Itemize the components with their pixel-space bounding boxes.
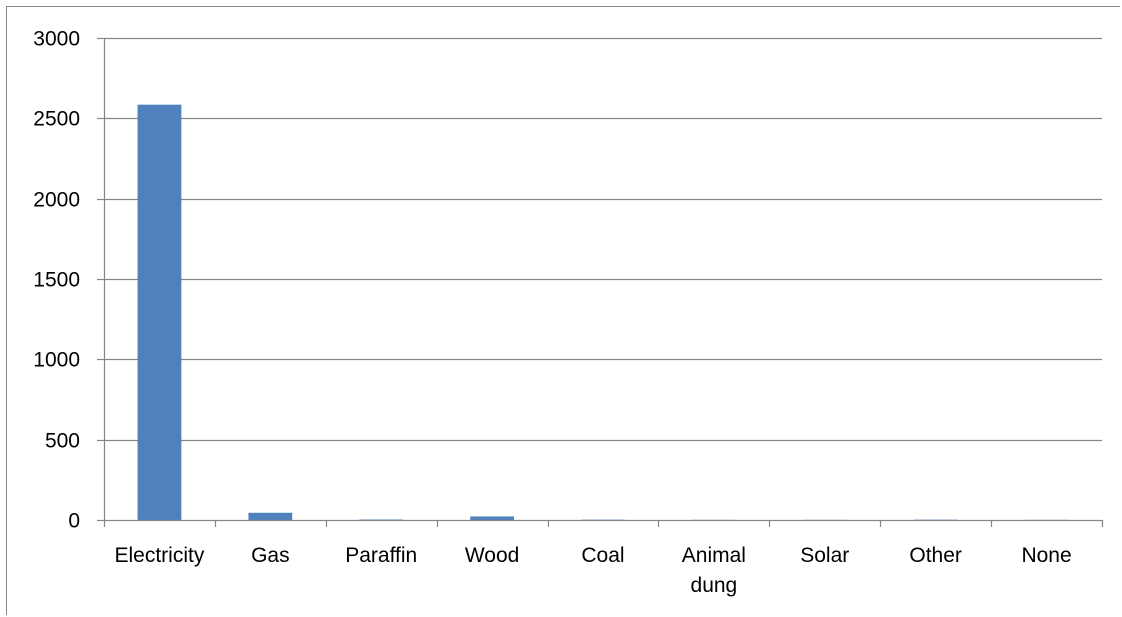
y-tick-label: 500 (45, 430, 80, 453)
chart-frame (6, 6, 1120, 615)
y-tick-label: 3000 (33, 28, 80, 51)
x-tick-label: None (1021, 544, 1071, 567)
y-tick-labels: 0 500 1000 1500 2000 2500 3000 (33, 28, 80, 533)
x-tick-label: Other (909, 544, 962, 567)
y-tick-label: 2500 (33, 108, 80, 131)
x-tick-label: Coal (581, 544, 624, 567)
x-tick-labels: Electricity Gas Paraffin Wood Coal Animal dung… (115, 544, 1072, 597)
bars (137, 104, 1069, 521)
y-tick-label: 1500 (33, 269, 80, 292)
y-tick-label: 0 (68, 510, 80, 533)
y-tick-label: 2000 (33, 189, 80, 212)
bar-paraffin (359, 519, 404, 521)
x-tick-label: Electricity (115, 544, 205, 567)
x-tick-label: Wood (465, 544, 519, 567)
y-tick-label: 1000 (33, 349, 80, 372)
x-tick-label: Animal dung (682, 544, 746, 597)
bar-wood (470, 516, 515, 520)
axes (97, 37, 1104, 527)
x-tick-label: Paraffin (345, 544, 417, 567)
gridlines (104, 37, 1102, 442)
x-tick-label: Solar (800, 544, 849, 567)
bar-electricity (137, 104, 182, 520)
x-tick-label: Gas (251, 544, 290, 567)
bar-gas (248, 512, 293, 520)
